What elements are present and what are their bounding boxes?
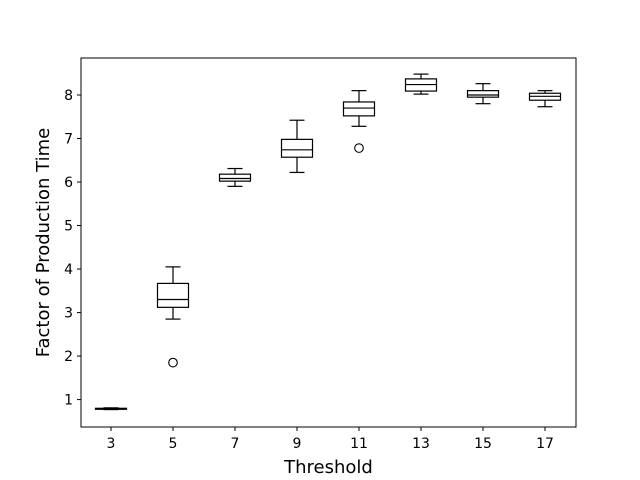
y-tick-label: 2 [64, 349, 73, 365]
y-tick-label: 3 [64, 306, 73, 322]
x-tick-label: 17 [536, 436, 554, 452]
y-tick-label: 1 [64, 393, 73, 409]
plot-layer: 1 2 3 4 5 6 7 8 3 5 7 9 11 13 15 17 [64, 73, 562, 452]
x-tick-label: 7 [231, 436, 240, 452]
plot-frame [80, 57, 577, 428]
box-7 [218, 173, 252, 182]
y-tick-label: 7 [64, 132, 73, 148]
x-tick-label: 5 [169, 436, 178, 452]
box-15 [466, 90, 500, 98]
y-tick-label: 4 [64, 262, 73, 278]
x-tick-label: 11 [350, 436, 368, 452]
box-11 [342, 101, 376, 117]
x-tick-label: 13 [412, 436, 430, 452]
y-tick-label: 8 [64, 88, 73, 104]
outlier-point [354, 143, 364, 153]
y-axis-title: Factor of Production Time [33, 128, 54, 357]
box-9 [280, 138, 314, 158]
x-axis-title: Threshold [283, 457, 373, 478]
y-tick-label: 5 [64, 219, 73, 235]
x-tick-label: 9 [293, 436, 302, 452]
outlier-point [168, 357, 178, 368]
box-5 [156, 282, 190, 308]
y-tick-label: 6 [64, 175, 73, 191]
x-tick-label: 3 [107, 436, 116, 452]
x-tick-label: 15 [474, 436, 492, 452]
